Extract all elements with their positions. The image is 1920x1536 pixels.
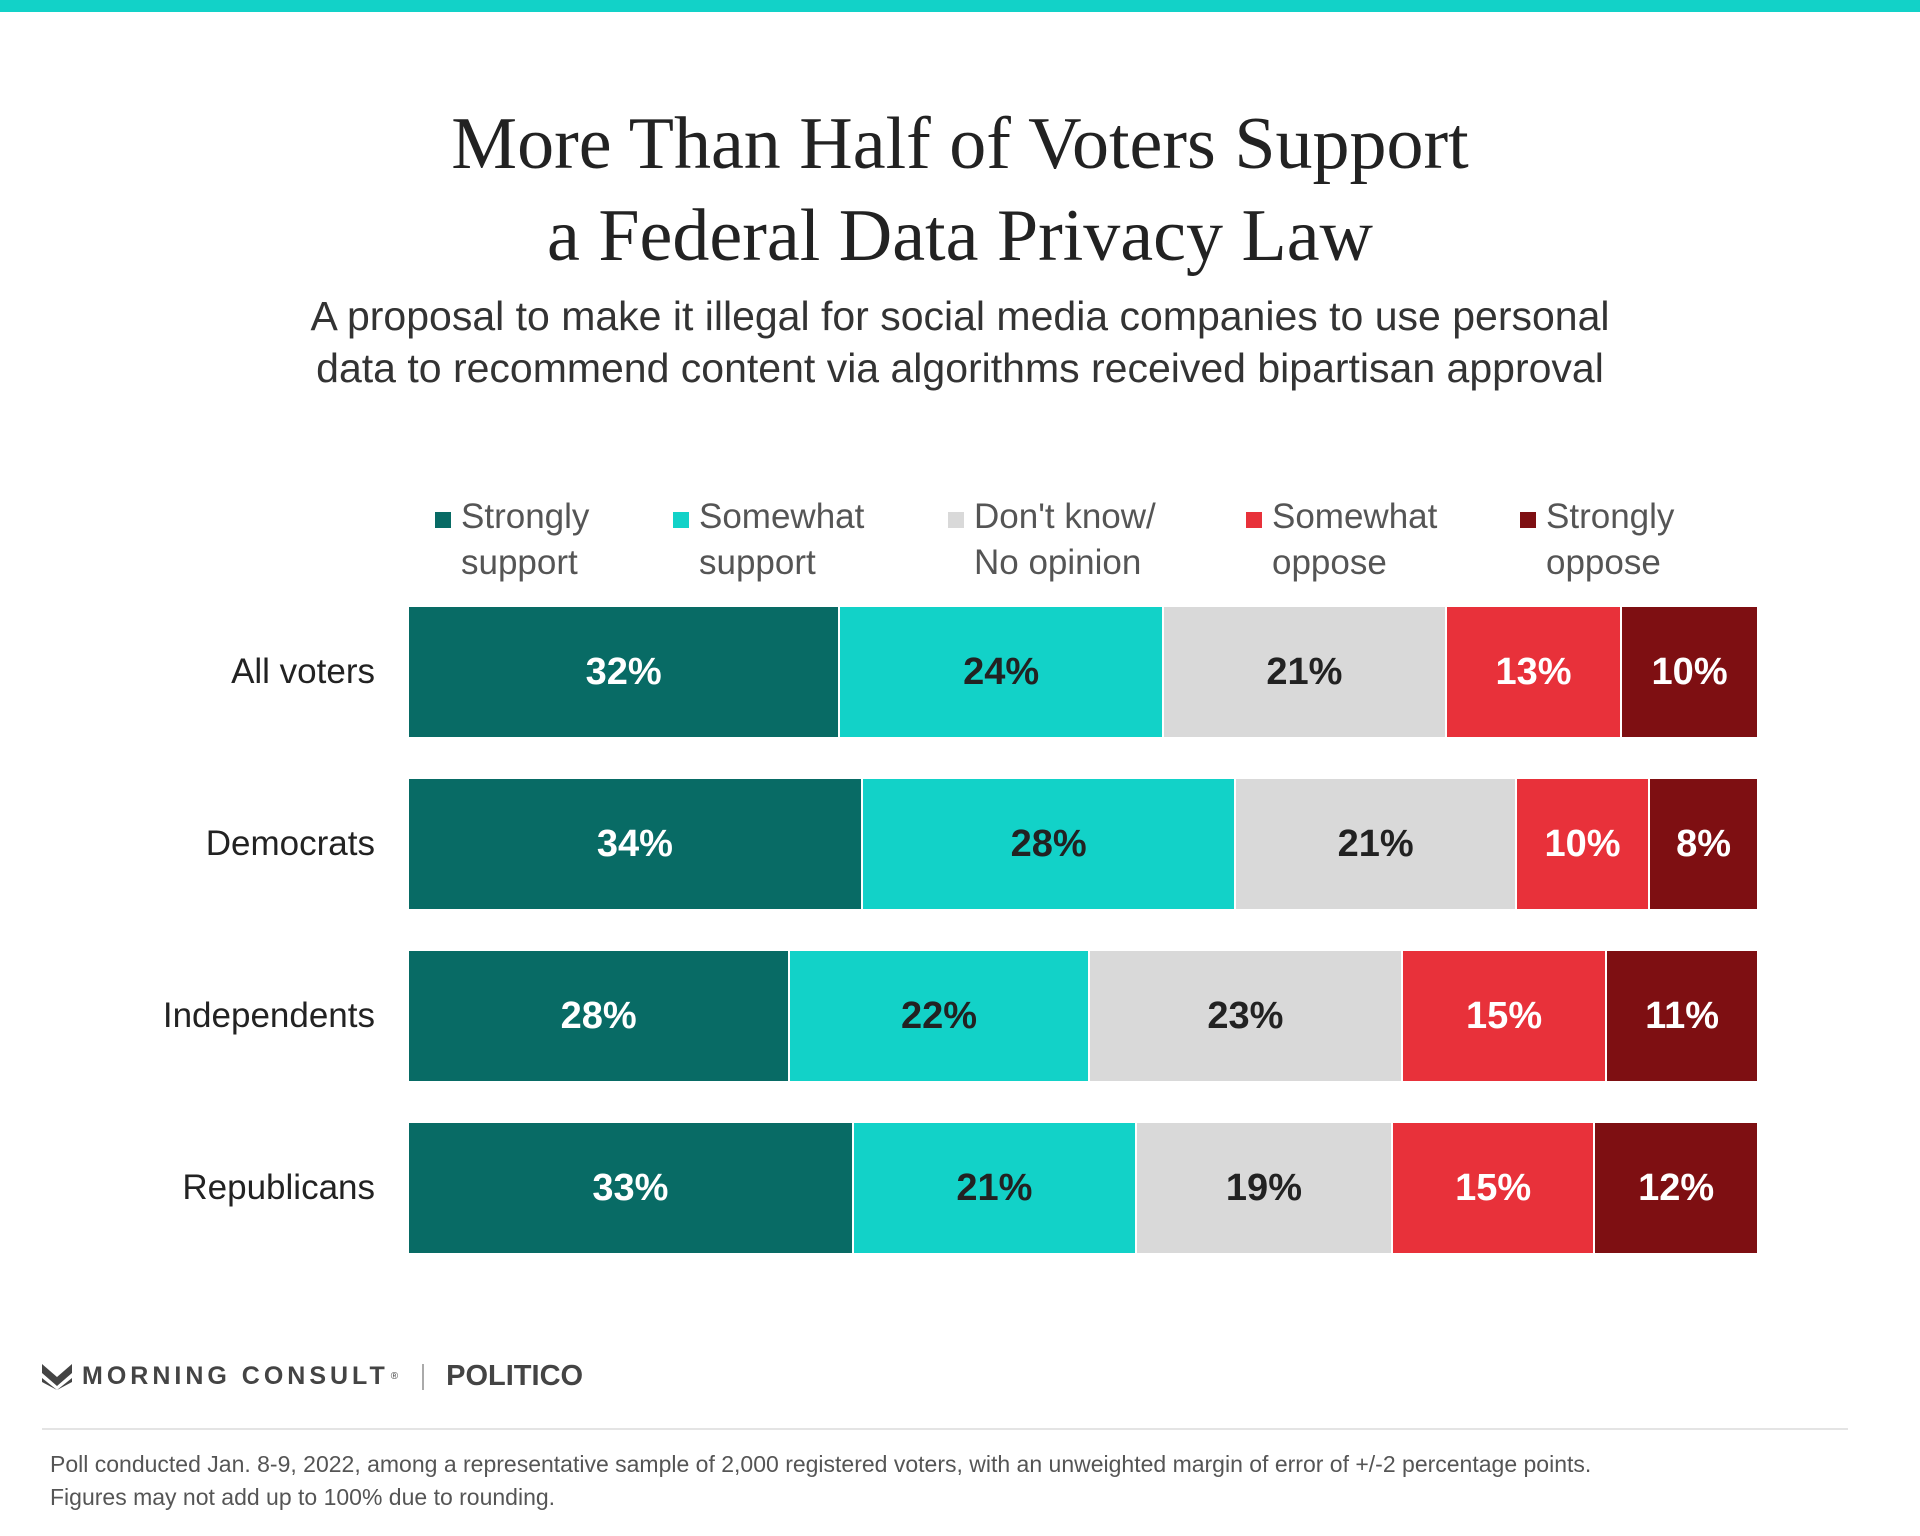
morning-consult-logo-icon	[42, 1363, 72, 1390]
bar-segment-somewhat-oppose: 15%	[1393, 1123, 1596, 1253]
bar-segment-strongly-support: 33%	[409, 1123, 854, 1253]
legend-swatch	[435, 512, 451, 528]
data-label: 12%	[1638, 1166, 1715, 1209]
logo-divider	[422, 1363, 425, 1390]
bar-segment-don-t-know-no-opinion: 19%	[1136, 1123, 1394, 1253]
row-label-independents: Independents	[162, 996, 375, 1035]
data-label: 23%	[1207, 994, 1284, 1037]
legend-label-line: oppose	[1272, 543, 1387, 582]
footer-logos: MORNING CONSULT ® POLITICO	[42, 1360, 583, 1393]
row-label-republicans: Republicans	[182, 1168, 375, 1207]
bar-segment-don-t-know-no-opinion: 23%	[1089, 951, 1403, 1081]
data-label: 19%	[1225, 1166, 1302, 1209]
bar-segment-strongly-oppose: 12%	[1595, 1123, 1757, 1253]
data-label: 15%	[1455, 1166, 1532, 1209]
bar-segment-don-t-know-no-opinion: 21%	[1163, 607, 1447, 737]
legend-item-strongly-support: Strongly support	[435, 494, 589, 586]
bar-segment-strongly-support: 32%	[409, 607, 841, 737]
legend-swatch	[673, 512, 689, 528]
data-label: 28%	[560, 994, 637, 1037]
bar-segment-strongly-oppose: 8%	[1650, 779, 1757, 909]
legend-label-line: Somewhat	[699, 497, 865, 536]
legend-label: Strongly oppose	[1546, 494, 1674, 586]
legend-label-line: Strongly	[461, 497, 590, 536]
bar-row-all-voters: 32% 24% 21% 13% 10%	[409, 607, 1757, 737]
bar-segment-somewhat-support: 24%	[840, 607, 1164, 737]
bar-row-republicans: 33% 21% 19% 15% 12%	[409, 1123, 1757, 1253]
footnote: Poll conducted Jan. 8-9, 2022, among a r…	[50, 1448, 1591, 1514]
data-label: 8%	[1676, 822, 1732, 865]
data-label: 13%	[1495, 650, 1572, 693]
bar-segment-somewhat-support: 22%	[790, 951, 1090, 1081]
legend-label: Strongly support	[461, 494, 589, 586]
legend-label-line: Strongly	[1546, 497, 1675, 536]
bar-segment-strongly-support: 34%	[409, 779, 863, 909]
legend-swatch	[1520, 512, 1536, 528]
legend-item-don-t-know-no-opinion: Don't know/No opinion	[948, 494, 1156, 586]
legend-swatch	[1246, 512, 1262, 528]
legend-swatch	[948, 512, 964, 528]
chart-title: More Than Half of Voters Support a Feder…	[160, 98, 1760, 282]
data-label: 21%	[956, 1166, 1033, 1209]
chart-subtitle: A proposal to make it illegal for social…	[160, 290, 1760, 394]
data-label: 10%	[1651, 650, 1728, 693]
row-label-democrats: Democrats	[205, 824, 375, 863]
legend-label-line: support	[461, 543, 578, 582]
bar-segment-somewhat-oppose: 13%	[1446, 607, 1623, 737]
legend-label-line: No opinion	[974, 543, 1142, 582]
bar-segment-somewhat-support: 28%	[862, 779, 1237, 909]
data-label: 11%	[1645, 994, 1720, 1037]
morning-consult-wordmark: MORNING CONSULT	[82, 1362, 389, 1390]
legend-label-line: oppose	[1546, 543, 1661, 582]
row-label-all-voters: All voters	[231, 652, 375, 691]
bar-segment-somewhat-oppose: 15%	[1402, 951, 1608, 1081]
data-label: 33%	[592, 1166, 669, 1209]
legend-label: Somewhat support	[699, 494, 864, 586]
data-label: 10%	[1544, 822, 1621, 865]
bar-segment-somewhat-support: 21%	[853, 1123, 1137, 1253]
footnote-line-1: Poll conducted Jan. 8-9, 2022, among a r…	[50, 1451, 1592, 1477]
data-label: 24%	[963, 650, 1040, 693]
bar-segment-strongly-support: 28%	[409, 951, 791, 1081]
legend-label-line: Somewhat	[1272, 497, 1438, 536]
bar-segment-strongly-oppose: 11%	[1607, 951, 1757, 1081]
data-label: 15%	[1466, 994, 1543, 1037]
politico-wordmark: POLITICO	[446, 1360, 584, 1392]
legend-label-line: support	[699, 543, 816, 582]
footer-divider	[42, 1428, 1848, 1430]
title-line-1: More Than Half of Voters Support	[451, 103, 1469, 185]
subtitle-line-2: data to recommend content via algorithms…	[316, 345, 1604, 391]
footnote-line-2: Figures may not add up to 100% due to ro…	[50, 1484, 556, 1510]
data-label: 28%	[1010, 822, 1087, 865]
bar-row-independents: 28% 22% 23% 15% 11%	[409, 951, 1757, 1081]
data-label: 21%	[1337, 822, 1414, 865]
legend-item-somewhat-support: Somewhat support	[673, 494, 864, 586]
legend-label-line: Don't know/	[974, 497, 1156, 536]
legend-item-somewhat-oppose: Somewhat oppose	[1246, 494, 1437, 586]
bar-segment-somewhat-oppose: 10%	[1516, 779, 1651, 909]
legend-label: Somewhat oppose	[1272, 494, 1437, 586]
data-label: 32%	[585, 650, 662, 693]
top-accent-bar	[0, 0, 1920, 12]
subtitle-line-1: A proposal to make it illegal for social…	[310, 293, 1610, 339]
trademark-mark: ®	[390, 1371, 399, 1382]
data-label: 21%	[1266, 650, 1343, 693]
bar-row-democrats: 34% 28% 21% 10% 8%	[409, 779, 1757, 909]
data-label: 34%	[596, 822, 673, 865]
bar-segment-strongly-oppose: 10%	[1622, 607, 1757, 737]
legend: Strongly support Somewhat support Don't know…	[0, 494, 1920, 594]
data-label: 22%	[900, 994, 978, 1037]
legend-item-strongly-oppose: Strongly oppose	[1520, 494, 1674, 586]
bar-segment-don-t-know-no-opinion: 21%	[1236, 779, 1517, 909]
legend-label: Don't know/No opinion	[974, 494, 1156, 586]
title-line-2: a Federal Data Privacy Law	[547, 195, 1373, 277]
